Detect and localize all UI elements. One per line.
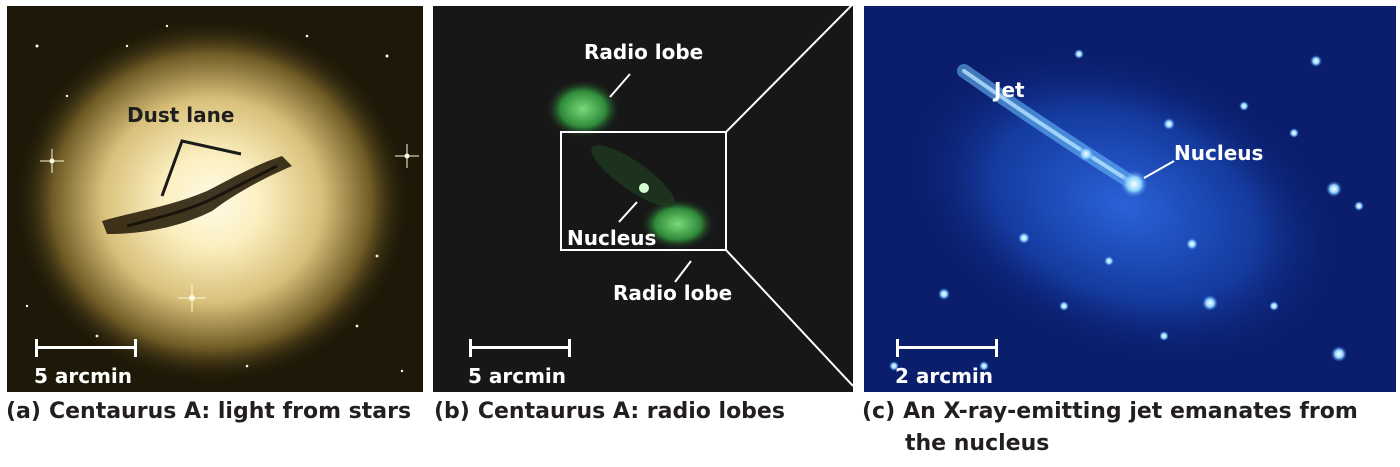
caption-c: (c) An X-ray-emitting jet emanates from: [862, 398, 1358, 426]
scale-bar-label: 5 arcmin: [34, 364, 133, 388]
scale-bar-label: 2 arcmin: [895, 364, 994, 388]
radio-lobe-bottom-label: Radio lobe: [613, 281, 733, 305]
caption-b-text: Centaurus A: radio lobes: [477, 399, 785, 424]
radio-lobe-top-label: Radio lobe: [584, 40, 704, 64]
panel-a-galaxy-image: Dust lane 5 arcmin: [7, 6, 423, 392]
panel-b-radio-image: Radio lobe Nucleus Radio lobe 5 arcmin: [433, 6, 853, 392]
caption-c-letter: (c): [862, 399, 896, 424]
panel-c-xray-image: Jet Nucleus 2 arcmin: [864, 6, 1396, 392]
caption-c-line2: the nucleus: [905, 430, 1049, 458]
scale-bar-label: 5 arcmin: [468, 364, 567, 388]
caption-c-text-line1: An X-ray-emitting jet emanates from: [903, 399, 1358, 424]
nucleus-label: Nucleus: [1174, 141, 1264, 165]
centaurus-optical-image: [7, 6, 423, 392]
caption-a: (a) Centaurus A: light from stars: [6, 398, 411, 426]
caption-b: (b) Centaurus A: radio lobes: [434, 398, 785, 426]
scale-bar: [35, 339, 137, 357]
dust-lane-label: Dust lane: [127, 103, 235, 127]
scale-bar: [469, 339, 571, 357]
caption-c-text-line2: the nucleus: [905, 431, 1050, 456]
caption-b-letter: (b): [434, 399, 470, 424]
caption-a-text: Centaurus A: light from stars: [48, 399, 412, 424]
centaurus-xray-image: [864, 6, 1396, 392]
caption-a-letter: (a): [6, 399, 41, 424]
nucleus-label: Nucleus: [567, 226, 657, 250]
centaurus-radio-image: [433, 6, 853, 392]
scale-bar: [896, 339, 998, 357]
jet-label: Jet: [994, 78, 1025, 102]
